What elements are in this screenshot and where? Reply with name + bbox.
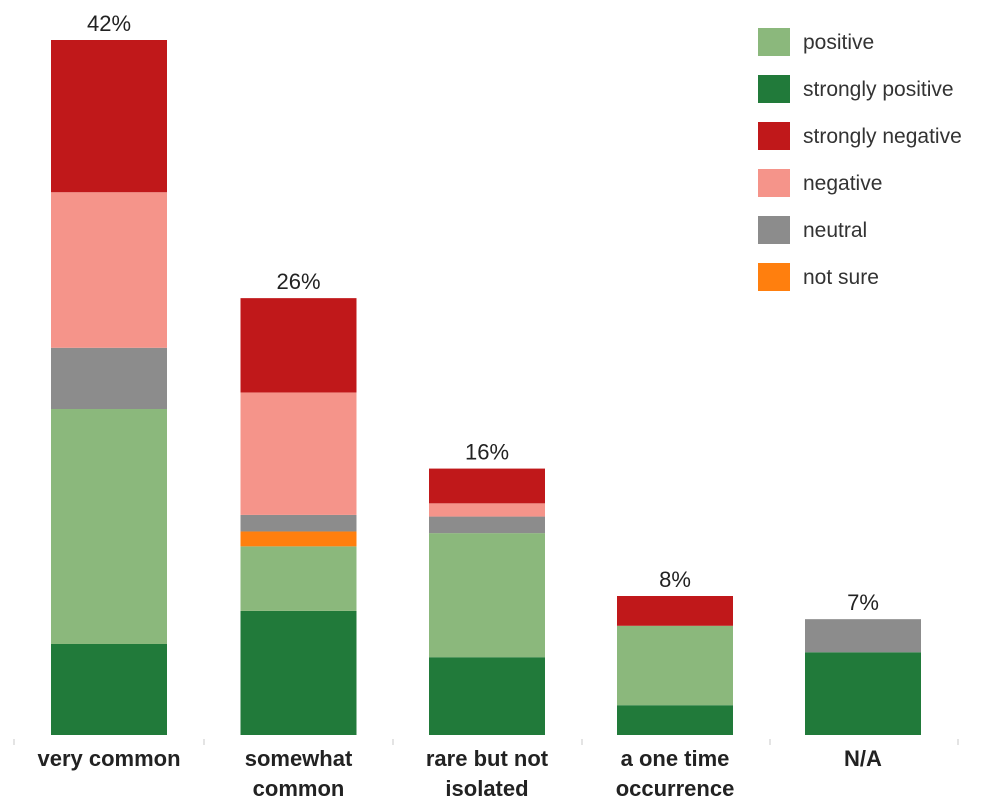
bar-segment-positive-1	[51, 409, 167, 644]
category-label-3-line-1: rare but not	[426, 746, 549, 771]
category-label-5-line-1: N/A	[844, 746, 882, 771]
bar-segment-strongly-positive-5	[805, 652, 921, 735]
bars-layer	[51, 40, 921, 735]
x-axis: very common somewhat common rare but not iso…	[13, 739, 959, 801]
bar-segment-strongly-negative-2	[240, 298, 357, 393]
bar-segment-positive-3	[429, 533, 545, 658]
legend-label-not-sure: not sure	[803, 266, 879, 289]
category-label-4-line-2: occurrence	[616, 776, 735, 801]
legend-label-positive: positive	[803, 31, 874, 54]
category-label-3-line-2: isolated	[445, 776, 528, 801]
bar-segment-negative-3	[429, 503, 545, 517]
bar-segment-strongly-positive-3	[429, 657, 545, 735]
bar-segment-not-sure-2	[240, 531, 357, 547]
bar-segment-neutral-5	[805, 619, 921, 653]
legend-label-strongly-positive: strongly positive	[803, 78, 954, 101]
bar-segment-strongly-negative-1	[51, 40, 167, 193]
bar-segment-strongly-negative-4	[617, 596, 733, 626]
bar-total-label-4: 8%	[659, 567, 691, 592]
bar-segment-strongly-positive-1	[51, 643, 167, 735]
category-label-2-line-1: somewhat	[245, 746, 353, 771]
legend-label-neutral: neutral	[803, 219, 867, 242]
bar-total-label-2: 26%	[276, 269, 320, 294]
totals-layer: 42% 26% 16% 8% 7%	[87, 11, 879, 615]
bar-total-label-3: 16%	[465, 440, 509, 465]
legend-swatch-strongly-negative	[758, 122, 790, 150]
bar-segment-negative-2	[240, 392, 357, 515]
bar-segment-positive-4	[617, 625, 733, 706]
bar-segment-strongly-negative-3	[429, 468, 545, 504]
bar-segment-strongly-positive-2	[240, 610, 357, 735]
bar-segment-neutral-3	[429, 516, 545, 534]
category-label-1-line-1: very common	[37, 746, 180, 771]
bar-total-label-1: 42%	[87, 11, 131, 36]
legend-swatch-not-sure	[758, 263, 790, 291]
bar-segment-neutral-1	[51, 347, 167, 410]
legend-label-strongly-negative: strongly negative	[803, 125, 962, 148]
legend-swatch-negative	[758, 169, 790, 197]
legend-swatch-neutral	[758, 216, 790, 244]
bar-segment-strongly-positive-4	[617, 705, 733, 735]
legend-swatch-strongly-positive	[758, 75, 790, 103]
legend: positive strongly positive strongly negati…	[758, 28, 962, 291]
legend-label-negative: negative	[803, 172, 882, 195]
category-label-4-line-1: a one time	[621, 746, 730, 771]
bar-total-label-5: 7%	[847, 590, 879, 615]
bar-segment-negative-1	[51, 192, 167, 348]
bar-segment-neutral-2	[240, 514, 357, 532]
bar-segment-positive-2	[240, 546, 357, 611]
legend-swatch-positive	[758, 28, 790, 56]
category-label-2-line-2: common	[253, 776, 345, 801]
